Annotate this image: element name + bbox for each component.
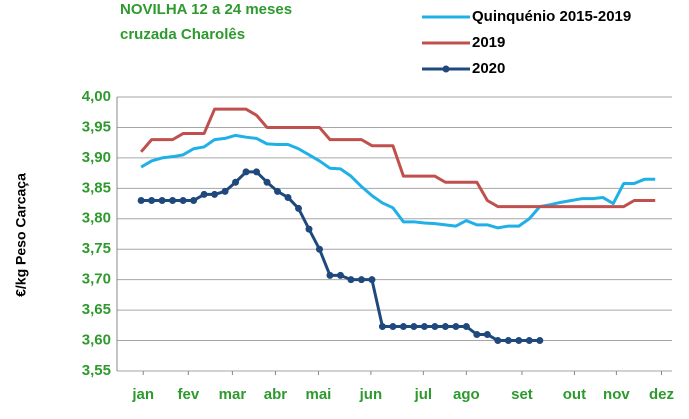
point (336, 271, 344, 279)
x-tick-label: mar (219, 386, 247, 403)
point (525, 337, 533, 345)
x-tick-label: mai (306, 386, 332, 403)
point (494, 337, 502, 345)
point (232, 178, 240, 186)
legend-marker (442, 65, 450, 73)
point (295, 204, 303, 212)
point (315, 245, 323, 253)
point (368, 276, 376, 284)
x-tick-label: nov (603, 386, 630, 403)
point (242, 168, 250, 176)
point (462, 323, 470, 331)
point (410, 323, 418, 331)
x-tick-label: abr (264, 386, 288, 403)
point (253, 168, 261, 176)
point (536, 337, 544, 345)
y-tick-label: 3,95 (82, 118, 111, 135)
point (399, 323, 407, 331)
point (263, 178, 271, 186)
x-tick-label: jul (414, 386, 433, 403)
legend-label: 2019 (472, 34, 505, 51)
point (431, 323, 439, 331)
y-tick-label: 4,00 (82, 88, 111, 105)
point (389, 323, 397, 331)
y-tick-label: 3,70 (82, 271, 111, 288)
point (378, 323, 386, 331)
point (326, 271, 334, 279)
point (441, 323, 449, 331)
point (420, 323, 428, 331)
point (483, 330, 491, 338)
point (211, 190, 219, 198)
point (169, 197, 177, 205)
series-line (141, 170, 540, 343)
series-line (140, 133, 656, 230)
x-tick-label: ago (453, 386, 480, 403)
point (274, 187, 282, 195)
y-tick-label: 3,85 (82, 179, 111, 196)
chart-title: NOVILHA 12 a 24 meses (120, 1, 292, 18)
point (452, 323, 460, 331)
y-tick-label: 3,55 (82, 362, 111, 379)
point (515, 337, 523, 345)
point (347, 276, 355, 284)
point (137, 197, 145, 205)
point (158, 197, 166, 205)
point (148, 197, 156, 205)
x-tick-label: out (563, 386, 586, 403)
legend-label: 2020 (472, 60, 505, 77)
x-tick-label: jan (131, 386, 154, 403)
chart-subtitle: cruzada Charolês (120, 26, 245, 43)
y-tick-label: 3,65 (82, 301, 111, 318)
point (200, 190, 208, 198)
point (284, 193, 292, 201)
point (357, 276, 365, 284)
y-tick-label: 3,80 (82, 210, 111, 227)
series-line (139, 107, 656, 209)
point (473, 330, 481, 338)
legend-label: Quinquénio 2015-2019 (472, 8, 631, 25)
y-tick-label: 3,75 (82, 240, 111, 257)
point (504, 337, 512, 345)
point (179, 197, 187, 205)
y-tick-label: 3,60 (82, 332, 111, 349)
point (221, 187, 229, 195)
point (305, 225, 313, 233)
x-tick-label: jun (359, 386, 383, 403)
point (190, 197, 198, 205)
y-axis-label: €/kg Peso Carcaça (13, 173, 29, 297)
y-tick-label: 3,90 (82, 149, 111, 166)
x-tick-label: fev (177, 386, 199, 403)
x-tick-label: set (511, 386, 533, 403)
x-tick-label: dez (649, 386, 674, 403)
